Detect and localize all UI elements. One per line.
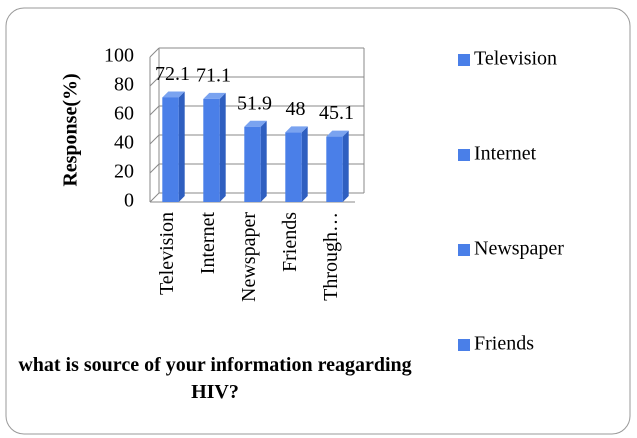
grid-line bbox=[149, 192, 160, 203]
grid-line bbox=[149, 76, 160, 87]
y-tick-label: 40 bbox=[114, 132, 134, 154]
data-label: 48 bbox=[286, 98, 306, 120]
bar-side bbox=[260, 120, 267, 202]
bar-top bbox=[162, 91, 185, 98]
y-tick-label: 60 bbox=[114, 103, 134, 125]
legend-swatch bbox=[458, 244, 470, 256]
legend-swatch bbox=[458, 54, 470, 66]
legend-swatch bbox=[458, 149, 470, 161]
bar-top bbox=[203, 92, 226, 99]
bar bbox=[203, 98, 220, 202]
legend-label: Internet bbox=[474, 143, 537, 165]
data-label: 45.1 bbox=[319, 102, 354, 124]
legend-label: Friends bbox=[474, 333, 534, 355]
y-axis-label: Response(%) bbox=[60, 73, 82, 186]
chart-title: what is source of your information reaga… bbox=[18, 354, 412, 403]
data-label: 72.1 bbox=[155, 63, 190, 85]
y-tick-label: 100 bbox=[104, 45, 134, 67]
x-tick-label: Friends bbox=[279, 212, 301, 272]
bar-side bbox=[301, 126, 308, 202]
y-tick-label: 0 bbox=[124, 190, 134, 212]
bar bbox=[285, 132, 302, 202]
chart-border bbox=[5, 7, 631, 435]
grid-line bbox=[149, 105, 160, 116]
legend-label: Newspaper bbox=[474, 238, 564, 260]
x-tick-label: Through… bbox=[320, 212, 342, 301]
grid-line bbox=[149, 47, 160, 58]
bar-top bbox=[244, 120, 267, 127]
y-tick-label: 80 bbox=[114, 74, 134, 96]
data-label: 71.1 bbox=[196, 64, 231, 86]
bar bbox=[244, 126, 261, 202]
bar-side bbox=[219, 92, 226, 202]
legend-label: Television bbox=[474, 48, 557, 70]
bar bbox=[162, 97, 179, 202]
grid-line bbox=[149, 163, 160, 174]
grid-line bbox=[149, 134, 160, 145]
x-tick-label: Internet bbox=[197, 212, 219, 275]
x-tick-label: Television bbox=[156, 212, 178, 295]
y-tick-label: 20 bbox=[114, 161, 134, 183]
legend-swatch bbox=[458, 339, 470, 351]
bar-side bbox=[342, 130, 349, 202]
x-tick-label: Newspaper bbox=[238, 212, 260, 302]
data-label: 51.9 bbox=[237, 92, 272, 114]
bar-top bbox=[285, 126, 308, 133]
bar-top bbox=[326, 130, 349, 137]
bar bbox=[326, 136, 343, 202]
bar-side bbox=[178, 91, 185, 202]
